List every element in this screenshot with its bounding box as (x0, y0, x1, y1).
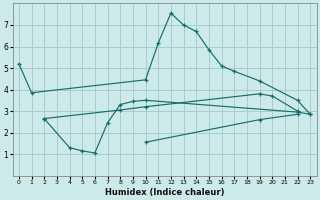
X-axis label: Humidex (Indice chaleur): Humidex (Indice chaleur) (105, 188, 224, 197)
